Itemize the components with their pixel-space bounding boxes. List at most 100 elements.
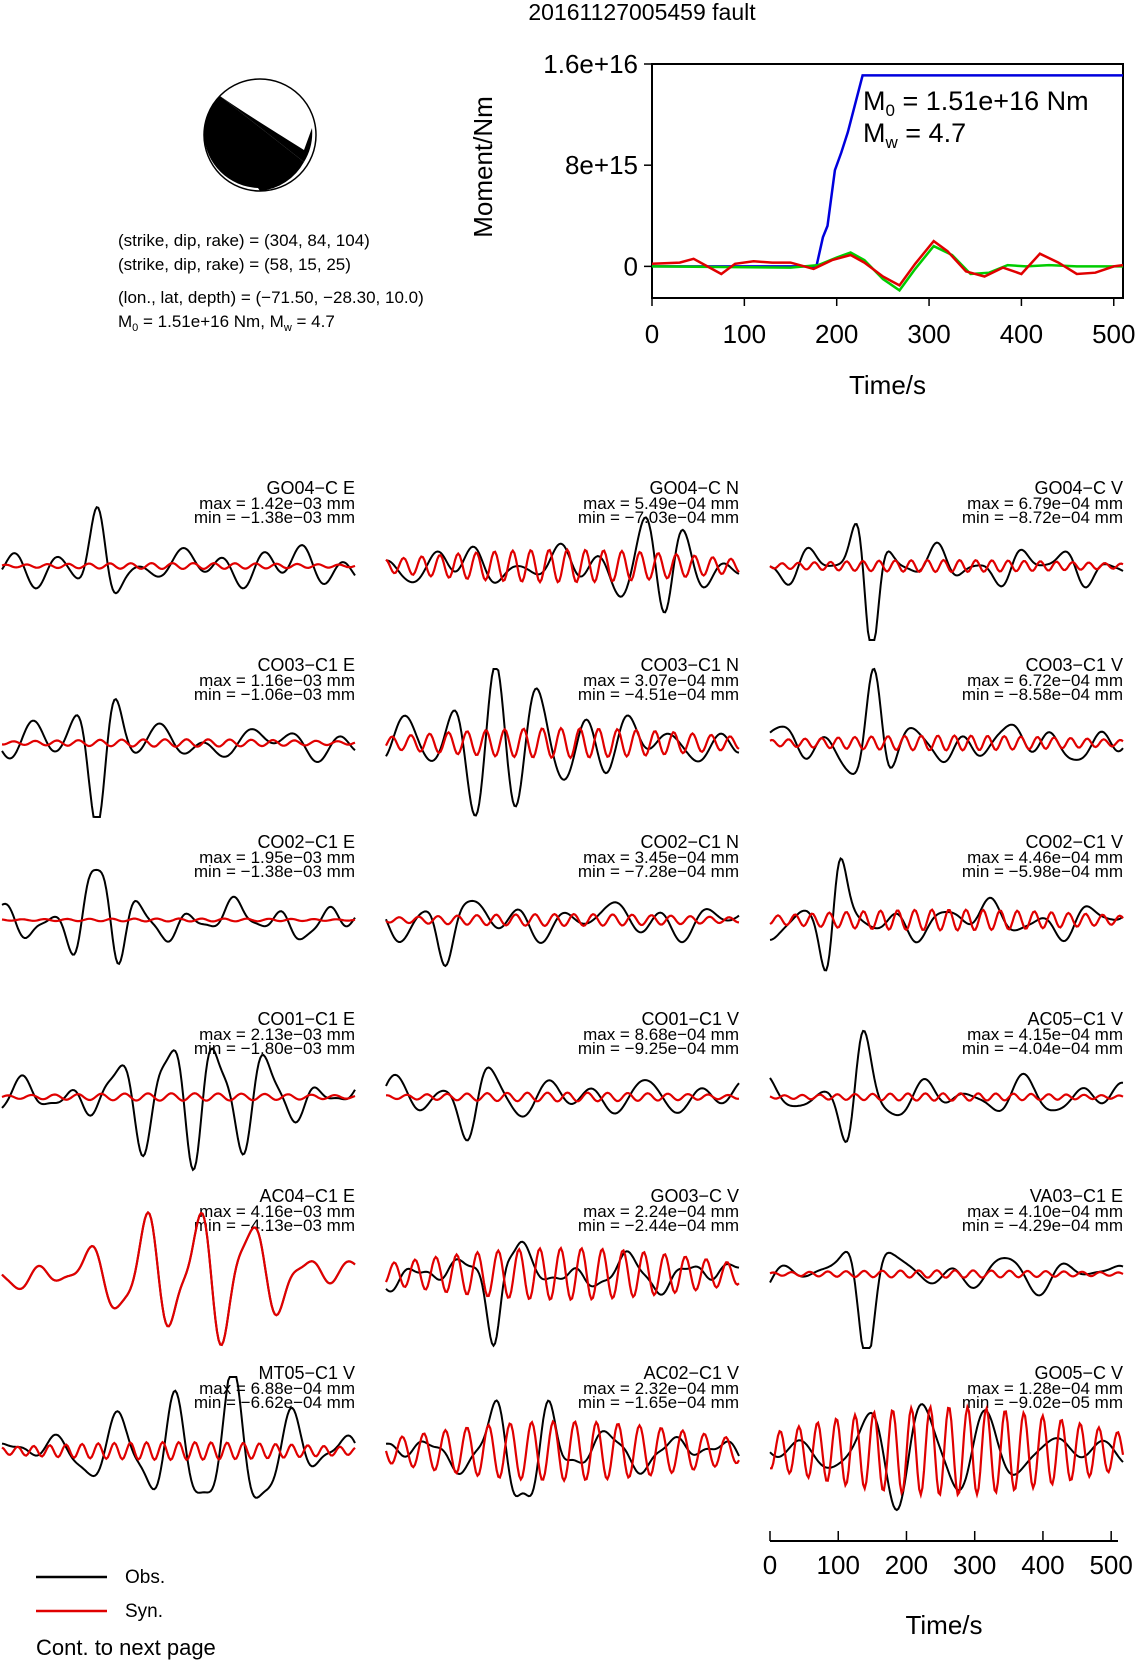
synthetic-trace <box>769 1269 1124 1279</box>
trace-station-label: AC05−C1 V <box>1027 1009 1123 1029</box>
synthetic-trace <box>769 734 1124 752</box>
moment-series-0 <box>652 74 1123 268</box>
trace-max-label: max = 4.10e−04 mm <box>967 1202 1123 1221</box>
trace-max-label: max = 2.32e−04 mm <box>583 1379 739 1398</box>
synthetic-trace <box>385 912 740 928</box>
synthetic-trace <box>384 1419 740 1484</box>
trace-min-label: min = −6.62e−04 mm <box>194 1393 355 1412</box>
time-axis-label: Time/s <box>905 1610 982 1640</box>
trace-min-label: min = −1.38e−03 mm <box>194 508 355 527</box>
moment-xtick-label: 200 <box>815 319 858 349</box>
trace-station-label: CO03−C1 N <box>640 655 739 675</box>
synthetic-trace <box>1 1210 356 1347</box>
moment-ytick-label: 1.6e+16 <box>543 49 638 79</box>
moment-xtick-label: 0 <box>645 319 659 349</box>
trace-min-label: min = −9.02e−05 mm <box>962 1393 1123 1412</box>
focal-mechanism-beachball <box>203 78 317 192</box>
synthetic-trace <box>386 1091 740 1103</box>
observed-trace <box>769 1250 1124 1349</box>
trace-station-label: VA03−C1 E <box>1030 1186 1123 1206</box>
moment-xtick-label: 100 <box>723 319 766 349</box>
trace-station-label: CO01−C1 E <box>257 1009 355 1029</box>
trace-min-label: min = −4.04e−04 mm <box>962 1039 1123 1058</box>
trace-min-label: min = −4.51e−04 mm <box>578 685 739 704</box>
synthetic-trace <box>1 561 356 571</box>
waveform-time-axis: 0 100 200 300 400 500 Time/s <box>763 1531 1133 1640</box>
synthetic-trace <box>769 908 1124 932</box>
trace-min-label: min = −4.13e−03 mm <box>194 1216 355 1235</box>
observed-trace <box>769 523 1124 641</box>
trace-station-label: GO04−C E <box>266 478 355 498</box>
observed-trace <box>1 697 356 818</box>
trace-min-label: min = −8.58e−04 mm <box>962 685 1123 704</box>
trace-station-label: CO02−C1 E <box>257 832 355 852</box>
moment-xtick-label: 300 <box>907 319 950 349</box>
synthetic-trace <box>769 1092 1124 1102</box>
observed-trace <box>385 1066 740 1142</box>
trace-max-label: max = 3.07e−04 mm <box>583 671 739 690</box>
trace-min-label: min = −1.80e−03 mm <box>194 1039 355 1058</box>
trace-min-label: min = −7.03e−04 mm <box>578 508 739 527</box>
synthetic-trace <box>1 1440 356 1462</box>
trace-max-label: max = 4.16e−03 mm <box>199 1202 355 1221</box>
observed-trace <box>385 899 740 968</box>
observed-trace <box>385 1399 740 1498</box>
trace-max-label: max = 4.46e−04 mm <box>967 848 1123 867</box>
time-axis-tick-label: 0 <box>763 1550 777 1580</box>
synthetic-trace <box>1 917 356 923</box>
strike-dip-rake-2: (strike, dip, rake) = (58, 15, 25) <box>118 255 351 274</box>
synthetic-trace <box>1 738 356 748</box>
trace-max-label: max = 2.24e−04 mm <box>583 1202 739 1221</box>
trace-station-label: CO03−C1 E <box>257 655 355 675</box>
synthetic-trace <box>384 1246 740 1302</box>
trace-min-label: min = −1.38e−03 mm <box>194 862 355 881</box>
moment-magnitude-line: M0 = 1.51e+16 Nm, Mw = 4.7 <box>118 312 335 334</box>
observed-trace <box>769 1029 1124 1144</box>
page-title: 20161127005459 fault <box>528 0 756 25</box>
moment-series-1 <box>651 244 1123 293</box>
trace-station-label: AC02−C1 V <box>643 1363 739 1383</box>
observed-trace <box>1 868 356 966</box>
trace-station-label: GO05−C V <box>1034 1363 1123 1383</box>
time-axis-tick-label: 500 <box>1089 1550 1132 1580</box>
moment-xtick-label: 400 <box>1000 319 1043 349</box>
legend-obs-label: Obs. <box>125 1567 165 1588</box>
moment-annotation-m0: M0 = 1.51e+16 Nm <box>863 86 1089 120</box>
trace-min-label: min = −1.65e−04 mm <box>578 1393 739 1412</box>
legend: Obs. Syn. <box>36 1567 165 1622</box>
observed-trace <box>769 667 1124 776</box>
mechanism-info: (strike, dip, rake) = (304, 84, 104) (st… <box>118 231 424 334</box>
legend-syn-label: Syn. <box>125 1601 163 1622</box>
trace-max-label: max = 8.68e−04 mm <box>583 1025 739 1044</box>
trace-min-label: min = −2.44e−04 mm <box>578 1216 739 1235</box>
observed-trace <box>385 668 740 817</box>
trace-max-label: max = 1.42e−03 mm <box>199 494 355 513</box>
trace-max-label: max = 4.15e−04 mm <box>967 1025 1123 1044</box>
trace-max-label: max = 1.28e−04 mm <box>967 1379 1123 1398</box>
synthetic-trace <box>385 726 740 760</box>
trace-station-label: GO04−C N <box>649 478 739 498</box>
trace-station-label: GO03−C V <box>650 1186 739 1206</box>
moment-xtick-label: 500 <box>1092 319 1135 349</box>
trace-max-label: max = 2.13e−03 mm <box>199 1025 355 1044</box>
trace-station-label: CO02−C1 V <box>1025 832 1123 852</box>
trace-min-label: min = −4.29e−04 mm <box>962 1216 1123 1235</box>
trace-min-label: min = −1.06e−03 mm <box>194 685 355 704</box>
trace-min-label: min = −5.98e−04 mm <box>962 862 1123 881</box>
trace-min-label: min = −8.72e−04 mm <box>962 508 1123 527</box>
trace-max-label: max = 6.72e−04 mm <box>967 671 1123 690</box>
